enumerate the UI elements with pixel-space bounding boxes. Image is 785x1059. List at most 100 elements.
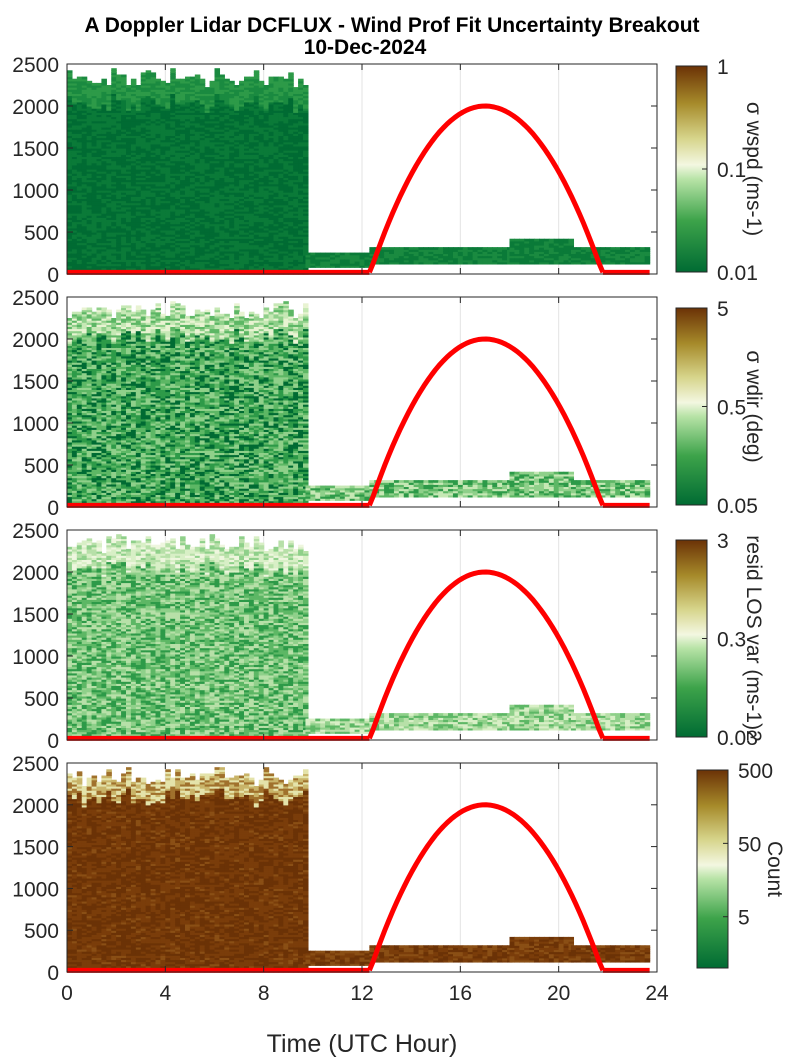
heatmap-cell	[111, 198, 117, 202]
heatmap-cell	[180, 135, 186, 139]
heatmap-cell	[224, 166, 230, 170]
heatmap-cell	[224, 190, 230, 193]
heatmap-cell	[140, 259, 147, 262]
heatmap-cell	[165, 253, 171, 256]
heatmap-cell	[244, 208, 250, 212]
heatmap-cell	[160, 116, 166, 120]
heatmap-cell	[180, 244, 186, 248]
heatmap-cell	[145, 122, 152, 126]
heatmap-cell	[244, 232, 250, 235]
heatmap-cell	[189, 106, 196, 109]
heatmap-cell	[67, 108, 73, 111]
heatmap-cell	[81, 116, 88, 120]
heatmap-cell	[204, 208, 211, 212]
heatmap-cell	[76, 238, 83, 241]
heatmap-cell	[91, 143, 98, 147]
heatmap-cell	[244, 204, 250, 208]
heatmap-cell	[106, 187, 112, 191]
heatmap-cell	[492, 247, 498, 250]
heatmap-cell	[86, 139, 93, 143]
heatmap-cell	[248, 223, 255, 227]
heatmap-cell	[96, 181, 103, 185]
heatmap-cell	[150, 200, 157, 204]
heatmap-cell	[194, 211, 201, 214]
heatmap-cell	[116, 217, 122, 220]
heatmap-cell	[248, 137, 255, 141]
heatmap-cell	[155, 242, 162, 246]
heatmap-cell	[145, 229, 152, 233]
heatmap-cell	[67, 145, 73, 149]
heatmap-cell	[194, 227, 201, 231]
heatmap-cell	[121, 139, 127, 143]
heatmap-cell	[96, 148, 103, 151]
heatmap-cell	[101, 78, 107, 82]
heatmap-cell	[244, 169, 250, 172]
heatmap-cell	[135, 124, 142, 128]
heatmap-cell	[214, 217, 221, 220]
heatmap-cell	[76, 93, 83, 97]
heatmap-cell	[204, 166, 211, 170]
heatmap-cell	[106, 152, 112, 155]
heatmap-cell	[96, 114, 103, 118]
heatmap-cell	[116, 181, 122, 185]
heatmap-cell	[180, 227, 186, 231]
heatmap-cell	[71, 248, 78, 252]
heatmap-cell	[224, 238, 230, 241]
heatmap-cell	[229, 242, 235, 246]
heatmap-cell	[170, 211, 176, 214]
heatmap-cell	[244, 215, 250, 218]
heatmap-cell	[189, 219, 196, 223]
heatmap-cell	[224, 118, 230, 122]
heatmap-cell	[209, 213, 216, 216]
heatmap-cell	[224, 227, 230, 231]
heatmap-cell	[150, 181, 157, 185]
heatmap-cell	[219, 238, 225, 241]
heatmap-cell	[180, 91, 186, 94]
heatmap-cell	[140, 80, 147, 84]
heatmap-cell	[204, 112, 211, 115]
heatmap-cell	[67, 202, 73, 206]
heatmap-cell	[86, 91, 93, 94]
heatmap-cell	[209, 215, 216, 218]
heatmap-cell	[170, 78, 176, 82]
heatmap-cell	[234, 227, 240, 231]
heatmap-cell	[248, 179, 255, 183]
heatmap-cell	[150, 171, 157, 174]
heatmap-cell	[101, 208, 107, 212]
heatmap-cell	[86, 202, 93, 206]
heatmap-cell	[199, 139, 206, 143]
heatmap-cell	[101, 156, 107, 160]
heatmap-cell	[140, 145, 147, 149]
heatmap-cell	[165, 87, 171, 90]
heatmap-cell	[76, 183, 83, 187]
heatmap-cell	[165, 95, 171, 99]
heatmap-cell	[175, 232, 181, 235]
heatmap-cell	[180, 232, 186, 235]
heatmap-cell	[135, 103, 142, 107]
heatmap-cell	[539, 238, 545, 242]
heatmap-cell	[224, 204, 230, 208]
heatmap-cell	[185, 154, 191, 157]
heatmap-cell	[96, 93, 103, 97]
heatmap-cell	[180, 211, 186, 214]
heatmap-cell	[71, 164, 78, 168]
heatmap-cell	[155, 259, 162, 262]
heatmap-cell	[234, 229, 240, 233]
heatmap-cell	[214, 236, 221, 239]
heatmap-cell	[199, 175, 206, 178]
heatmap-cell	[477, 247, 484, 250]
heatmap-cell	[165, 221, 171, 225]
heatmap-cell	[194, 250, 201, 254]
heatmap-cell	[160, 261, 166, 265]
heatmap-cell	[150, 143, 157, 147]
heatmap-cell	[116, 196, 122, 199]
heatmap-cell	[116, 171, 122, 174]
heatmap-cell	[71, 236, 78, 239]
heatmap-cell	[140, 204, 147, 208]
heatmap-cell	[194, 141, 201, 145]
heatmap-cell	[180, 101, 186, 105]
heatmap-cell	[175, 259, 181, 262]
heatmap-cell	[106, 169, 112, 172]
heatmap-cell	[209, 181, 216, 185]
heatmap-cell	[81, 120, 88, 124]
